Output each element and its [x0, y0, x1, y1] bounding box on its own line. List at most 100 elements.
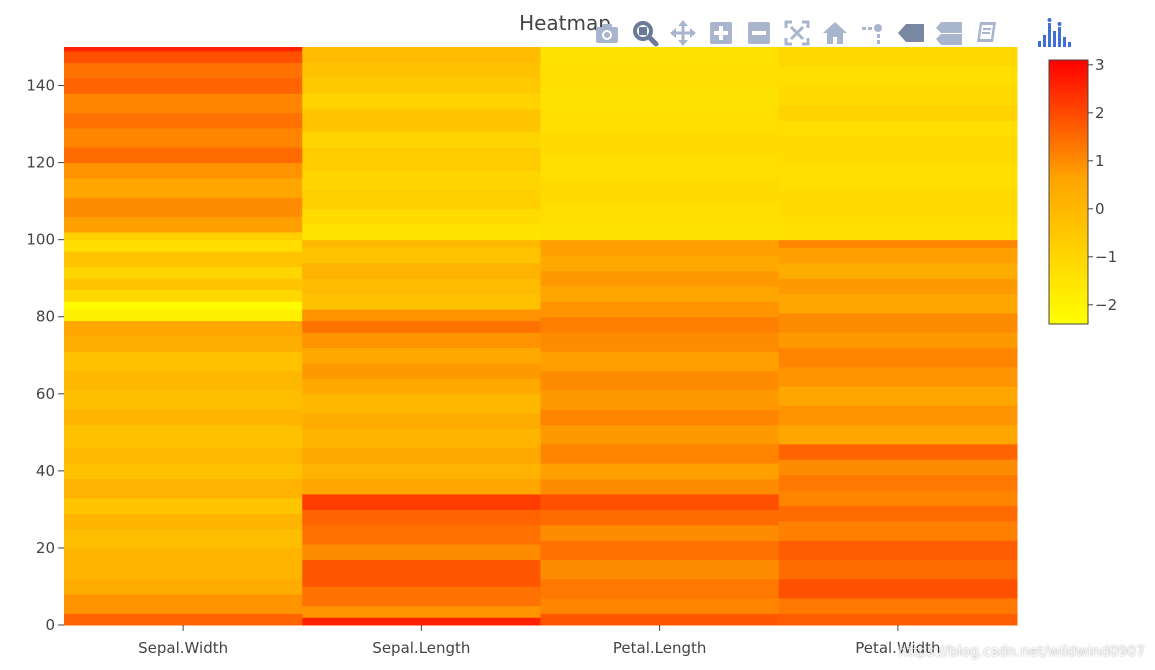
heatmap-cell: [540, 389, 780, 410]
heatmap-cell: [64, 162, 303, 179]
heatmap-cell: [302, 524, 541, 545]
heatmap-cell: [778, 366, 1018, 387]
zoom-in-icon: [710, 22, 732, 44]
hover-closest-button[interactable]: [892, 16, 930, 50]
heatmap-cell: [64, 463, 303, 480]
heatmap-cell: [540, 613, 780, 626]
heatmap-cell: [540, 578, 780, 599]
heatmap-cell: [778, 613, 1018, 626]
heatmap-cell: [302, 147, 541, 171]
heatmap-cell: [302, 224, 541, 241]
hover-compare-icon: [936, 22, 962, 45]
hover-compare-button[interactable]: [930, 16, 968, 50]
zoom-in-button[interactable]: [702, 16, 740, 50]
heatmap-cell: [778, 505, 1018, 522]
heatmap-cell: [540, 409, 780, 426]
heatmap-cell: [64, 278, 303, 291]
heatmap-cell: [64, 409, 303, 426]
heatmap-cell: [778, 247, 1018, 264]
heatmap-cell: [64, 239, 303, 252]
heatmap-cell: [64, 528, 303, 549]
heatmap-cell: [540, 559, 780, 580]
heatmap-cell: [64, 320, 303, 337]
x-tick-label: Sepal.Width: [138, 639, 228, 657]
colorbar-tick-label: 3: [1095, 56, 1105, 74]
heatmap-cell: [302, 278, 541, 295]
edit-in-chart-studio-button[interactable]: [968, 16, 1006, 50]
heatmap-cell: [64, 578, 303, 595]
heatmap-cell: [64, 351, 303, 372]
y-tick-label: 40: [36, 462, 55, 480]
heatmap-cell: [778, 120, 1018, 137]
colorbar-ticks: 3 2 1 0 −1 −2: [1088, 56, 1117, 314]
heatmap-cell: [778, 85, 1018, 106]
autoscale-icon: [784, 20, 810, 46]
heatmap-cell: [540, 424, 780, 445]
heatmap-cell: [64, 147, 303, 164]
home-button[interactable]: [816, 16, 854, 50]
heatmap-cell: [64, 478, 303, 499]
heatmap-cell: [302, 262, 541, 279]
heatmap-cell: [302, 362, 541, 379]
heatmap-cell: [778, 262, 1018, 279]
heatmap-cell: [540, 332, 780, 352]
colorbar-tick-label: 1: [1095, 152, 1105, 170]
heatmap-cell: [302, 617, 541, 626]
hover-closest-icon: [898, 24, 924, 42]
heatmap-cell: [302, 247, 541, 264]
heatmap-cell: [64, 447, 303, 464]
heatmap-cell: [540, 301, 780, 318]
heatmap-cell: [64, 266, 303, 279]
heatmap-cell: [64, 594, 303, 614]
heatmap-cell: [302, 320, 541, 333]
heatmap-cell: [778, 559, 1018, 580]
plotly-logo[interactable]: [1034, 16, 1078, 50]
camera-button[interactable]: [588, 16, 626, 50]
heatmap-cell: [540, 47, 780, 67]
heatmap-cell: [64, 370, 303, 391]
heatmap-cell: [64, 127, 303, 148]
colorbar-tick-label: −2: [1095, 296, 1117, 314]
heatmap-cell: [540, 493, 780, 510]
heatmap-cell: [540, 351, 780, 372]
heatmap-cell: [540, 66, 780, 87]
heatmap-cell: [64, 112, 303, 129]
heatmap-cell: [64, 424, 303, 449]
heatmap-cell: [778, 66, 1018, 87]
heatmap-cell: [540, 131, 780, 156]
heatmap-cell: [778, 386, 1018, 406]
heatmap-cell: [64, 251, 303, 268]
heatmap-cell: [64, 513, 303, 530]
heatmap-cell: [540, 85, 780, 110]
heatmap-cell: [540, 509, 780, 526]
heatmap-cell: [302, 332, 541, 349]
heatmap-cell: [302, 208, 541, 225]
zoom-out-button[interactable]: [740, 16, 778, 50]
heatmap-cell: [302, 77, 541, 94]
heatmap-cell: [778, 332, 1018, 349]
chart-title: Heatmap: [519, 11, 611, 35]
heatmap-cell: [778, 598, 1018, 614]
heatmap-cell: [64, 497, 303, 514]
heatmap-cell: [64, 309, 303, 322]
heatmap-cell: [778, 520, 1018, 541]
heatmap-cell: [64, 62, 303, 79]
heatmap-cell: [778, 405, 1018, 426]
heatmap-cell: [64, 613, 303, 626]
heatmap-cell: [64, 231, 303, 241]
colorbar-tick-label: 2: [1095, 104, 1105, 122]
heatmap-cell: [778, 490, 1018, 507]
heatmap-cell: [540, 239, 780, 256]
pan-button[interactable]: [664, 16, 702, 50]
heatmap-cell: [778, 312, 1018, 333]
y-tick-label: 140: [26, 77, 55, 95]
edit-in-chart-studio-icon: [977, 22, 996, 42]
zoom-button[interactable]: [626, 16, 664, 50]
plotly-logo-icon: [1038, 18, 1071, 47]
heatmap-cell: [778, 459, 1018, 476]
heatmap-cell: [778, 578, 1018, 599]
spike-lines-button[interactable]: [854, 16, 892, 50]
heatmap-cell: [302, 347, 541, 364]
heatmap-cell: [778, 424, 1018, 445]
autoscale-button[interactable]: [778, 16, 816, 50]
